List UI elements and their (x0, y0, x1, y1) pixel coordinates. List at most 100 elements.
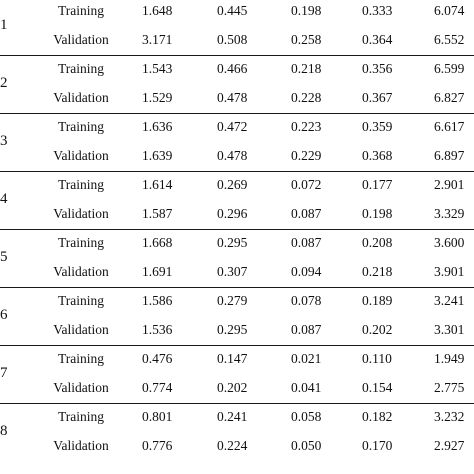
value-cell: 0.295 (217, 322, 248, 337)
table-group: 4 Training 1.614 0.269 0.072 0.177 2.901 Valida… (0, 171, 474, 229)
table-group: 6 Training 1.586 0.279 0.078 0.189 3.241 Valida… (0, 287, 474, 345)
value-cell: 6.827 (434, 90, 465, 105)
value-cell: 0.476 (142, 351, 173, 366)
value-cell: 0.279 (217, 293, 248, 308)
table-row: Validation 1.691 0.307 0.094 0.218 3.901 (0, 258, 474, 287)
value-cell: 1.636 (142, 119, 173, 134)
table-row: Training 0.476 0.147 0.021 0.110 1.949 (0, 345, 474, 374)
value-cell: 0.202 (362, 322, 393, 337)
group-divider (0, 403, 474, 404)
value-cell: 0.087 (291, 322, 322, 337)
split-cell: Training (57, 293, 104, 308)
value-cell: 0.110 (362, 351, 392, 366)
value-cell: 2.775 (434, 380, 465, 395)
value-cell: 0.208 (362, 235, 393, 250)
value-cell: 0.177 (362, 177, 393, 192)
table-row: Training 1.586 0.279 0.078 0.189 3.241 (0, 287, 474, 316)
group-divider (0, 55, 474, 56)
value-cell: 3.171 (142, 32, 173, 47)
value-cell: 6.074 (434, 3, 465, 18)
value-cell: 0.801 (142, 409, 173, 424)
value-cell: 0.478 (217, 148, 248, 163)
value-cell: 0.072 (291, 177, 322, 192)
value-cell: 0.182 (362, 409, 393, 424)
value-cell: 0.218 (362, 264, 393, 279)
value-cell: 0.147 (217, 351, 248, 366)
table-row: Validation 1.529 0.478 0.228 0.367 6.827 (0, 84, 474, 113)
value-cell: 0.202 (217, 380, 248, 395)
value-cell: 6.552 (434, 32, 465, 47)
split-cell: Training (57, 61, 104, 76)
table-row: Validation 1.639 0.478 0.229 0.368 6.897 (0, 142, 474, 171)
value-cell: 0.368 (362, 148, 393, 163)
split-cell: Validation (53, 206, 109, 221)
group-divider (0, 171, 474, 172)
value-cell: 0.223 (291, 119, 322, 134)
value-cell: 6.617 (434, 119, 465, 134)
table-group: 2 Training 1.543 0.466 0.218 0.356 6.599 Valida… (0, 55, 474, 113)
group-label: 6 (0, 307, 8, 323)
group-divider (0, 287, 474, 288)
value-cell: 0.228 (291, 90, 322, 105)
value-cell: 0.307 (217, 264, 248, 279)
value-cell: 0.359 (362, 119, 393, 134)
value-cell: 1.536 (142, 322, 173, 337)
value-cell: 0.356 (362, 61, 393, 76)
split-cell: Training (57, 351, 104, 366)
group-label: 3 (0, 133, 8, 149)
value-cell: 6.599 (434, 61, 465, 76)
value-cell: 0.367 (362, 90, 393, 105)
group-divider (0, 113, 474, 114)
value-cell: 1.587 (142, 206, 173, 221)
split-cell: Validation (53, 32, 109, 47)
value-cell: 0.041 (291, 380, 322, 395)
split-cell: Validation (53, 438, 109, 453)
table-row: Validation 1.587 0.296 0.087 0.198 3.329 (0, 200, 474, 229)
value-cell: 1.949 (434, 351, 465, 366)
value-cell: 0.445 (217, 3, 248, 18)
group-label: 2 (0, 75, 8, 91)
group-label: 8 (0, 423, 8, 439)
split-cell: Validation (53, 380, 109, 395)
table-row: Validation 0.776 0.224 0.050 0.170 2.927 (0, 432, 474, 461)
group-label: 5 (0, 249, 8, 265)
table-group: 5 Training 1.668 0.295 0.087 0.208 3.600 Valida… (0, 229, 474, 287)
value-cell: 0.472 (217, 119, 248, 134)
group-label: 1 (0, 17, 8, 33)
split-cell: Training (57, 177, 104, 192)
value-cell: 0.218 (291, 61, 322, 76)
group-divider (0, 345, 474, 346)
value-cell: 0.058 (291, 409, 322, 424)
table-row: Validation 0.774 0.202 0.041 0.154 2.775 (0, 374, 474, 403)
table-group: 1 Training 1.648 0.445 0.198 0.333 6.074 Valida… (0, 0, 474, 55)
table-group: 3 Training 1.636 0.472 0.223 0.359 6.617 Valida… (0, 113, 474, 171)
value-cell: 0.170 (362, 438, 393, 453)
group-divider (0, 229, 474, 230)
value-cell: 0.050 (291, 438, 322, 453)
value-cell: 0.466 (217, 61, 248, 76)
value-cell: 0.776 (142, 438, 173, 453)
value-cell: 3.901 (434, 264, 465, 279)
value-cell: 0.229 (291, 148, 322, 163)
table-row: Training 0.801 0.241 0.058 0.182 3.232 (0, 403, 474, 432)
table-group: 8 Training 0.801 0.241 0.058 0.182 3.232 Valida… (0, 403, 474, 461)
value-cell: 0.224 (217, 438, 248, 453)
value-cell: 0.296 (217, 206, 248, 221)
value-cell: 0.021 (291, 351, 322, 366)
value-cell: 0.508 (217, 32, 248, 47)
value-cell: 3.232 (434, 409, 465, 424)
split-cell: Training (57, 409, 104, 424)
value-cell: 1.648 (142, 3, 173, 18)
value-cell: 0.258 (291, 32, 322, 47)
split-cell: Validation (53, 148, 109, 163)
value-cell: 3.241 (434, 293, 465, 308)
value-cell: 0.478 (217, 90, 248, 105)
table-row: Training 1.648 0.445 0.198 0.333 6.074 (0, 0, 474, 26)
split-cell: Training (57, 119, 104, 134)
value-cell: 1.529 (142, 90, 173, 105)
split-cell: Training (57, 3, 104, 18)
value-cell: 0.295 (217, 235, 248, 250)
value-cell: 3.600 (434, 235, 465, 250)
value-cell: 0.198 (291, 3, 322, 18)
value-cell: 0.154 (362, 380, 393, 395)
